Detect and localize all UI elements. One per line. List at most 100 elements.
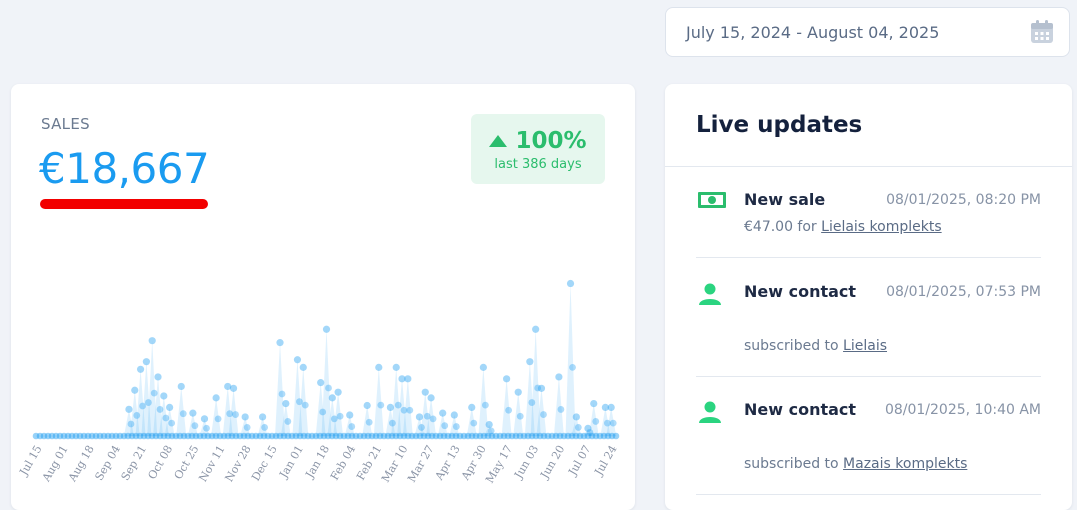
- chart-point: [500, 432, 508, 440]
- chart-area: [524, 361, 535, 436]
- chart-point: [248, 432, 256, 440]
- chart-point: [276, 339, 284, 347]
- live-item-time: 08/01/2025, 10:40 AM: [884, 402, 1041, 418]
- chart-point: [412, 432, 420, 440]
- chart-point: [375, 363, 383, 371]
- live-updates-title: Live updates: [696, 112, 863, 138]
- desc-prefix: €47.00 for: [744, 219, 822, 235]
- chart-point: [36, 432, 44, 440]
- chart-area: [228, 388, 239, 436]
- chart-point: [540, 432, 548, 440]
- chart-point: [196, 432, 204, 440]
- x-tick-label: Jul 15: [17, 443, 45, 479]
- chart-area: [582, 428, 593, 436]
- chart-point: [177, 382, 185, 391]
- chart-point: [484, 432, 492, 440]
- chart-point: [276, 432, 284, 440]
- chart-area: [129, 390, 140, 436]
- chart-point: [148, 337, 156, 345]
- chart-point: [44, 432, 52, 440]
- chart-point: [488, 432, 496, 440]
- chart-point: [52, 432, 60, 440]
- chart-point: [612, 432, 620, 440]
- chart-point: [364, 432, 372, 440]
- chart-point: [485, 420, 493, 429]
- chart-area: [391, 367, 402, 436]
- chart-area: [588, 403, 599, 436]
- chart-area: [321, 329, 332, 436]
- list-link[interactable]: Mazais komplekts: [843, 456, 968, 472]
- chart-point: [84, 432, 92, 440]
- chart-point: [80, 432, 88, 440]
- chart-point: [336, 412, 344, 420]
- chart-area: [222, 386, 233, 436]
- chart-point: [278, 390, 286, 398]
- chart-point: [363, 401, 371, 410]
- chart-point: [384, 432, 392, 440]
- chart-point: [398, 375, 406, 383]
- chart-point: [317, 379, 325, 387]
- chart-point: [88, 432, 96, 440]
- chart-point: [154, 373, 162, 381]
- product-link[interactable]: Lielais komplekts: [821, 219, 942, 235]
- chart-point: [293, 356, 302, 364]
- chart-point: [432, 432, 440, 440]
- chart-point: [140, 432, 148, 440]
- chart-point: [176, 432, 184, 440]
- chart-area: [158, 395, 169, 436]
- chart-area: [327, 397, 338, 436]
- chart-point: [460, 432, 468, 440]
- chart-point: [203, 424, 210, 432]
- chart-point: [125, 405, 133, 413]
- chart-area: [176, 386, 187, 436]
- chart-point: [256, 432, 264, 440]
- live-item-contact: New contact 08/01/2025, 07:53 PM subscri…: [696, 282, 1041, 354]
- chart-point: [609, 419, 617, 427]
- chart-point: [224, 382, 232, 391]
- divider: [665, 166, 1072, 167]
- chart-point: [144, 399, 152, 406]
- chart-point: [156, 432, 164, 440]
- chart-point: [330, 415, 338, 423]
- chart-point: [224, 432, 232, 440]
- chart-point: [216, 432, 224, 440]
- chart-point: [340, 432, 348, 440]
- chart-point: [160, 432, 168, 440]
- list-link[interactable]: Lielais: [843, 338, 888, 354]
- chart-point: [332, 432, 340, 440]
- chart-point: [604, 432, 612, 440]
- chart-area: [571, 416, 582, 436]
- chart-point: [299, 363, 307, 371]
- chart-point: [258, 413, 267, 421]
- chart-area: [478, 367, 489, 436]
- chart-point: [560, 432, 568, 440]
- chart-point: [92, 432, 100, 440]
- chart-point: [600, 432, 608, 440]
- chart-point: [544, 432, 552, 440]
- chart-area: [292, 359, 303, 436]
- date-range-picker[interactable]: July 15, 2024 - August 04, 2025: [665, 7, 1070, 57]
- chart-point: [408, 432, 416, 440]
- chart-point: [344, 432, 352, 440]
- chart-point: [188, 432, 196, 440]
- chart-point: [116, 432, 124, 440]
- chart-point: [301, 401, 309, 409]
- chart-point: [229, 384, 238, 392]
- chart-point: [232, 411, 239, 418]
- chart-area: [484, 424, 495, 436]
- chart-area: [147, 340, 158, 436]
- chart-point: [404, 432, 412, 440]
- chart-area: [449, 415, 460, 436]
- chart-point: [608, 432, 616, 440]
- chart-point: [282, 400, 290, 408]
- chart-point: [427, 394, 435, 402]
- chart-area: [385, 407, 396, 436]
- chart-point: [406, 406, 414, 414]
- chart-point: [456, 432, 464, 440]
- chart-area: [466, 407, 477, 436]
- chart-area: [123, 409, 134, 436]
- calendar-icon[interactable]: [1029, 19, 1055, 45]
- chart-point: [572, 413, 580, 421]
- chart-point: [436, 432, 444, 440]
- chart-area: [362, 405, 373, 436]
